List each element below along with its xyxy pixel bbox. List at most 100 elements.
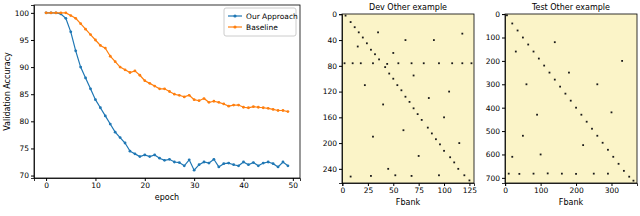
axis-line bbox=[35, 179, 301, 182]
x-axis: 0100200300 bbox=[503, 183, 637, 195]
series-point bbox=[203, 161, 206, 164]
series-point bbox=[143, 79, 146, 82]
tick-label: 100 bbox=[437, 186, 452, 195]
series-point bbox=[198, 163, 201, 166]
series-point bbox=[153, 154, 156, 157]
tick-label: 200 bbox=[323, 139, 338, 148]
tick-mark bbox=[339, 92, 342, 93]
line-chart: 01020304050707580859095100epochValidatio… bbox=[3, 5, 301, 202]
tick-label: 125 bbox=[463, 186, 478, 195]
heatmap-cell bbox=[354, 26, 356, 28]
tick-mark bbox=[502, 84, 505, 85]
heatmap-cell bbox=[453, 161, 455, 163]
heatmap-cell bbox=[405, 96, 407, 98]
tick-mark bbox=[339, 40, 342, 41]
series-point bbox=[173, 161, 176, 164]
heatmap-cell bbox=[506, 14, 508, 16]
heatmap-cell bbox=[357, 46, 359, 48]
series-point bbox=[277, 165, 280, 168]
heatmap-cell bbox=[522, 135, 524, 137]
tick: 100 bbox=[486, 33, 505, 42]
series-point bbox=[69, 14, 72, 17]
tick-label: 500 bbox=[486, 127, 501, 136]
heatmap-cell bbox=[384, 66, 386, 68]
tick: 600 bbox=[486, 150, 505, 159]
heatmap-cell bbox=[366, 42, 368, 44]
heatmap-cell bbox=[527, 44, 529, 46]
tick-label: 300 bbox=[486, 80, 501, 89]
tick-label: 240 bbox=[323, 165, 338, 174]
heatmap-background bbox=[505, 14, 637, 183]
series-point bbox=[99, 106, 102, 109]
heatmap-cell bbox=[618, 163, 620, 165]
series-point bbox=[173, 93, 176, 96]
x-axis-title: Fbank bbox=[559, 198, 584, 207]
series-point bbox=[143, 154, 146, 157]
heatmap-cell bbox=[570, 100, 572, 102]
tick: 0 bbox=[495, 10, 505, 19]
tick-label: 20 bbox=[141, 181, 151, 190]
tick-label: 50 bbox=[389, 186, 399, 195]
series-point bbox=[188, 158, 191, 161]
tick: 95 bbox=[19, 36, 34, 45]
heatmap-cell bbox=[372, 136, 374, 138]
series-point bbox=[183, 164, 186, 167]
tick-label: 40 bbox=[327, 36, 337, 45]
tick-mark bbox=[339, 143, 342, 144]
series-point bbox=[212, 100, 215, 103]
heatmap-cell bbox=[378, 58, 380, 60]
series-point bbox=[74, 17, 77, 20]
series-point bbox=[168, 90, 171, 93]
heatmap-cell bbox=[517, 30, 519, 32]
tick-mark bbox=[339, 117, 342, 118]
series-point bbox=[252, 105, 255, 108]
tick: 50 bbox=[289, 178, 299, 190]
series-point bbox=[178, 94, 181, 97]
tick: 30 bbox=[190, 178, 200, 190]
tick-label: 600 bbox=[486, 150, 501, 159]
series-point bbox=[138, 155, 141, 158]
tick: 75 bbox=[19, 144, 34, 153]
heatmap-cell bbox=[423, 62, 425, 64]
heatmap-cell bbox=[435, 138, 437, 140]
tick-label: 70 bbox=[19, 171, 29, 180]
series-point bbox=[55, 11, 58, 14]
heatmap-cell bbox=[443, 150, 445, 152]
series-point bbox=[109, 123, 112, 126]
heatmap-cell bbox=[362, 37, 364, 39]
heatmap-cell bbox=[461, 33, 463, 35]
heatmap-cell bbox=[396, 84, 398, 86]
heatmap-cell bbox=[522, 37, 524, 39]
heatmap-cell bbox=[554, 41, 556, 43]
x-axis-title: Fbank bbox=[396, 198, 421, 207]
tick: 100 bbox=[534, 183, 549, 195]
series-point bbox=[158, 157, 161, 160]
heatmap-cell bbox=[518, 173, 520, 175]
tick: 75 bbox=[414, 183, 424, 195]
series-point bbox=[84, 77, 87, 80]
series-point bbox=[232, 104, 235, 107]
tick-label: 10 bbox=[91, 181, 101, 190]
heatmap-cell bbox=[438, 62, 440, 64]
series-point bbox=[247, 163, 250, 166]
heatmap-cell bbox=[533, 51, 535, 53]
series-point bbox=[178, 161, 181, 164]
heatmap-cell bbox=[387, 168, 389, 170]
series-point bbox=[193, 98, 196, 101]
series-point bbox=[257, 164, 260, 167]
tick: 0 bbox=[332, 10, 342, 19]
heatmap-cell bbox=[621, 60, 623, 62]
heatmap-cell bbox=[431, 133, 433, 135]
tick: 0 bbox=[44, 178, 49, 190]
tick: 100 bbox=[15, 9, 34, 18]
x-axis: 0255075100125 bbox=[341, 183, 478, 195]
series-point bbox=[94, 39, 97, 42]
tick: 40 bbox=[239, 178, 249, 190]
heatmap-cell bbox=[538, 58, 540, 60]
heatmap-cell bbox=[602, 142, 604, 144]
tick: 90 bbox=[19, 63, 34, 72]
heatmap-cell bbox=[350, 176, 352, 178]
series-point bbox=[183, 96, 186, 99]
heatmap-background bbox=[342, 14, 474, 183]
heatmap-cell bbox=[372, 62, 374, 64]
